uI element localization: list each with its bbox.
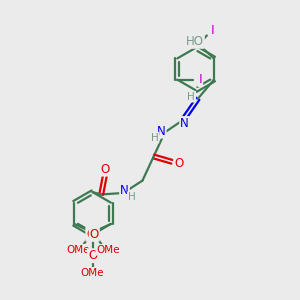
Text: H: H bbox=[151, 133, 158, 142]
Text: O: O bbox=[100, 163, 110, 176]
Text: N: N bbox=[157, 125, 166, 138]
Text: I: I bbox=[198, 73, 202, 86]
Text: H: H bbox=[188, 92, 195, 102]
Text: OMe: OMe bbox=[81, 268, 104, 278]
Text: O: O bbox=[88, 249, 97, 262]
Text: N: N bbox=[180, 117, 189, 130]
Text: OMe: OMe bbox=[96, 245, 120, 255]
Text: O: O bbox=[174, 157, 184, 170]
Text: OMe: OMe bbox=[66, 245, 90, 255]
Text: N: N bbox=[120, 184, 129, 196]
Text: I: I bbox=[211, 24, 214, 37]
Text: H: H bbox=[128, 192, 135, 203]
Text: O: O bbox=[86, 228, 95, 241]
Text: HO: HO bbox=[186, 35, 204, 48]
Text: O: O bbox=[90, 228, 99, 241]
